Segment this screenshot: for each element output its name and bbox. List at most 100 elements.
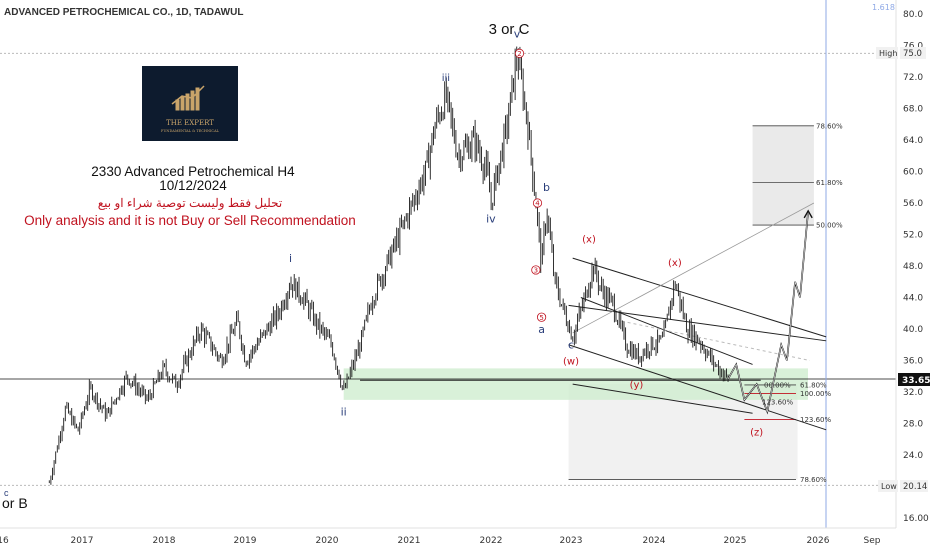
- wave-label: (w): [563, 356, 579, 367]
- fib-labels: 78.60%61.80%50.00%61.80%100.00%123.60%78…: [762, 122, 843, 484]
- price-tick-label: 36.0: [903, 357, 923, 367]
- logo: THE EXPERT FUNDAMENTAL & TECHNICAL: [142, 66, 238, 141]
- wave-label: iv: [486, 213, 496, 226]
- price-tick-label: 68.0: [903, 105, 923, 115]
- channel-line: [572, 202, 815, 334]
- channel-line: [572, 257, 827, 338]
- low-value: 20.14: [903, 482, 927, 492]
- wave-label-3-or-c: 3 or C: [489, 21, 530, 38]
- price-tick-label: 76.0: [903, 42, 923, 52]
- caption-title: 2330 Advanced Petrochemical H4: [91, 164, 295, 179]
- fib-bottom-label: 100.00%: [800, 390, 831, 398]
- wave-label: i: [289, 252, 292, 265]
- fib-small-label: 123.60%: [762, 399, 793, 407]
- high-label: High: [879, 49, 897, 58]
- wave-label: v: [514, 28, 521, 41]
- wave-label: (x): [582, 234, 596, 245]
- fib-top-label: 50.00%: [816, 222, 843, 230]
- circled-wave-number: 4: [535, 200, 540, 208]
- circled-wave-label: 2: [514, 48, 525, 58]
- circled-wave-label: 4: [532, 198, 543, 208]
- caption-disclaimer: Only analysis and it is not Buy or Sell …: [24, 213, 356, 228]
- time-tick-label: 2019: [234, 536, 257, 546]
- circled-wave-label: 3: [531, 265, 541, 275]
- projection-path: [727, 209, 813, 415]
- circled-wave-label: 5: [536, 312, 547, 322]
- wave-label: iii: [442, 73, 450, 84]
- low-marker: Low 20.14: [878, 480, 928, 492]
- circled-wave-number: 5: [539, 314, 543, 322]
- time-axis[interactable]: 16 2017 2018 2019 2020 2021 2022 2023 2024 2025 20…: [0, 527, 896, 546]
- circled-wave-ring: [536, 312, 547, 322]
- logo-name: THE EXPERT: [166, 119, 214, 127]
- fib-1618-label: 1.618: [872, 3, 895, 12]
- price-tick-label: 72.0: [903, 73, 923, 83]
- wave-label: (z): [750, 427, 763, 438]
- price-tick-label: 32.0: [903, 388, 923, 398]
- price-tick-label: 40.0: [903, 325, 923, 335]
- time-tick-label: 2022: [480, 536, 503, 546]
- wave-label: ii: [341, 406, 347, 419]
- price-tick-label: 56.0: [903, 199, 923, 209]
- fib-bottom-label: 123.60%: [800, 416, 831, 424]
- projection-line-inner: [727, 210, 809, 413]
- channel-line: [580, 297, 753, 365]
- low-label: Low: [881, 482, 897, 491]
- circled-wave-ring: [531, 265, 541, 275]
- fib-small-label: 00.00%: [764, 381, 791, 389]
- symbol-title: ADVANCED PETROCHEMICAL CO., 1D, TADAWUL: [4, 7, 243, 18]
- wave-label-or-b: or B: [2, 495, 28, 511]
- circled-wave-number: 2: [517, 50, 521, 58]
- wave-label: c: [568, 339, 574, 352]
- price-tick-label: 44.0: [903, 294, 923, 304]
- last-price-marker: 33.65: [898, 373, 930, 386]
- time-tick-label: 2021: [398, 536, 421, 546]
- price-tick-label: 64.0: [903, 136, 923, 146]
- price-tick-label: 24.0: [903, 451, 923, 461]
- high-value: 75.0: [903, 49, 922, 59]
- time-tick-label: 2020: [316, 536, 339, 546]
- channel-line: [568, 344, 827, 431]
- fib-bottom-label: 78.60%: [800, 476, 827, 484]
- bar-chart-icon: [171, 85, 205, 111]
- circled-wave-ring: [532, 198, 543, 208]
- wave-label: b: [543, 181, 550, 194]
- time-tick-label: Sep: [864, 536, 881, 546]
- price-tick-label: 52.0: [903, 231, 923, 241]
- time-tick-label: 2025: [724, 536, 747, 546]
- price-axis[interactable]: 80.0 76.0 72.0 68.0 64.0 60.0 56.0 52.0 48.0 44.0…: [895, 0, 929, 528]
- time-tick-label: 2023: [560, 536, 583, 546]
- target-box-top: [752, 125, 814, 226]
- time-tick-label: 16: [0, 536, 9, 546]
- fib-top-label: 61.80%: [816, 179, 843, 187]
- fib-top-label: 78.60%: [816, 122, 843, 130]
- logo-background: [142, 66, 238, 141]
- caption-arabic: تحليل فقط وليست توصية شراء او بيع: [98, 196, 282, 210]
- price-series: [48, 46, 729, 485]
- price-tick-label: 60.0: [903, 168, 923, 178]
- logo-tagline: FUNDAMENTAL & TECHNICAL: [161, 129, 220, 133]
- grid-layer: [0, 0, 896, 528]
- circled-wave-number: 3: [534, 267, 538, 275]
- circled-wave-ring: [514, 48, 525, 58]
- last-price-value: 33.65: [902, 376, 930, 386]
- channel-midline: [621, 320, 810, 361]
- wave-label: (x): [668, 258, 682, 269]
- target-box-bottom: [568, 384, 798, 480]
- wave-label-c-small: c: [4, 488, 9, 498]
- time-tick-label: 2018: [153, 536, 176, 546]
- price-tick-label: 28.0: [903, 420, 923, 430]
- time-tick-label: 2017: [71, 536, 94, 546]
- price-tick-label: 48.0: [903, 262, 923, 272]
- price-tick-label: 80.0: [903, 10, 923, 20]
- wave-label: (y): [630, 380, 644, 391]
- fib-bottom-label: 61.80%: [800, 381, 827, 389]
- projection-arrow-head: [803, 209, 813, 219]
- channel-line: [572, 383, 753, 414]
- high-marker: High 75.0: [876, 47, 926, 59]
- time-tick-label: 2026: [807, 536, 830, 546]
- caption-date: 10/12/2024: [159, 178, 227, 193]
- channel-lines: [360, 202, 827, 431]
